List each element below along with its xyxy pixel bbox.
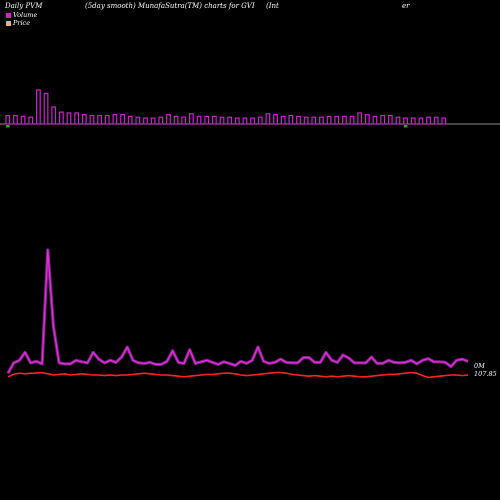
volume-bar [20, 115, 26, 125]
price-last-label: 107.85 [474, 370, 497, 378]
volume-bar [173, 115, 179, 125]
legend-volume-swatch [6, 12, 11, 18]
volume-bar [74, 112, 80, 125]
volume-bar [303, 116, 309, 125]
price-line [7, 371, 469, 379]
pvm-line-glow [6, 248, 469, 375]
volume-bar [158, 116, 164, 125]
volume-bar [387, 114, 393, 125]
volume-bar [234, 117, 240, 125]
volume-bar [189, 113, 194, 125]
volume-bar [372, 115, 378, 125]
volume-bar [342, 115, 347, 125]
volume-bar [28, 116, 34, 125]
volume-bar [418, 117, 424, 125]
volume-bar [58, 111, 64, 125]
volume-bar [5, 114, 11, 125]
volume-bar [166, 114, 171, 125]
volume-bar [250, 117, 256, 125]
volume-bar [311, 116, 317, 125]
volume-bar [395, 116, 401, 125]
volume-bar [273, 114, 278, 125]
volume-bar-down [6, 125, 10, 128]
legend-price-swatch [6, 20, 11, 26]
volume-bar [403, 117, 408, 125]
volume-bar [143, 117, 148, 125]
header-right-fragment-a: (Int [266, 2, 279, 10]
volume-bar [112, 114, 118, 125]
volume-bar [89, 114, 95, 125]
volume-bar [364, 114, 370, 125]
volume-bar [43, 92, 49, 125]
volume-bar [13, 114, 18, 125]
volume-bar [257, 116, 263, 125]
volume-bar [265, 113, 271, 125]
volume-bar [66, 112, 72, 125]
volume-bar [296, 115, 301, 125]
volume-bar [81, 114, 87, 125]
volume-bar [288, 114, 294, 125]
volume-bar-down [403, 125, 408, 128]
header-right-fragment-b: er [402, 2, 410, 10]
volume-bar [35, 89, 41, 125]
volume-bar [319, 116, 324, 125]
volume-bar [104, 114, 110, 125]
volume-bar [97, 114, 103, 125]
chart-title: (5day smooth) MunafaSutra(TM) charts for… [85, 2, 255, 10]
volume-bar [349, 115, 355, 125]
legend-volume: Volume [6, 11, 37, 19]
volume-bar [357, 112, 363, 125]
volume-bar [135, 116, 141, 125]
volume-bar [410, 117, 416, 125]
volume-bar [219, 116, 225, 125]
volume-bar [441, 117, 447, 125]
volume-bar [120, 114, 125, 125]
volume-bar [196, 115, 202, 125]
chart-period-label: Daily PVM [5, 2, 43, 10]
volume-bar [51, 106, 57, 125]
legend-volume-label: Volume [13, 11, 38, 19]
volume-bar [326, 115, 332, 125]
pvm-line [7, 249, 469, 374]
volume-bar [204, 115, 210, 125]
volume-bar [150, 117, 156, 125]
pvm-last-label: 0M [474, 362, 485, 370]
volume-bar [380, 114, 386, 125]
legend-price: Price [6, 19, 30, 27]
volume-bar [426, 116, 431, 125]
volume-bar [334, 115, 340, 125]
volume-bar [433, 116, 439, 125]
volume-bar [211, 115, 217, 125]
volume-bar [242, 117, 248, 125]
volume-bar [280, 115, 286, 125]
legend-price-label: Price [13, 19, 31, 27]
volume-bar [227, 116, 233, 125]
volume-bar [127, 115, 133, 125]
volume-bar [181, 116, 187, 125]
